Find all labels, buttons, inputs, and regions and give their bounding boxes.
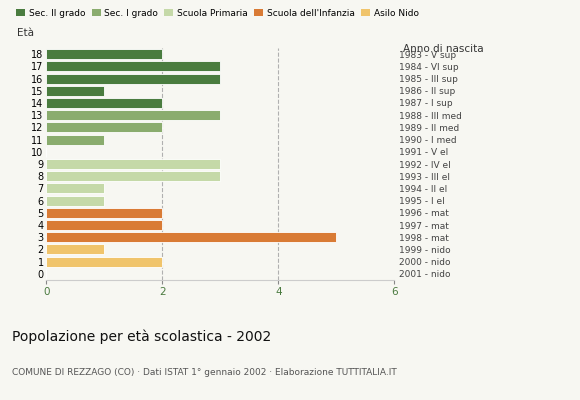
Bar bbox=[46, 220, 162, 230]
Legend: Sec. II grado, Sec. I grado, Scuola Primaria, Scuola dell'Infanzia, Asilo Nido: Sec. II grado, Sec. I grado, Scuola Prim… bbox=[16, 8, 419, 18]
Bar bbox=[46, 232, 336, 242]
Bar bbox=[46, 49, 162, 59]
Bar bbox=[46, 110, 220, 120]
Text: COMUNE DI REZZAGO (CO) · Dati ISTAT 1° gennaio 2002 · Elaborazione TUTTITALIA.IT: COMUNE DI REZZAGO (CO) · Dati ISTAT 1° g… bbox=[12, 368, 396, 377]
Bar bbox=[46, 61, 220, 71]
Bar bbox=[46, 257, 162, 267]
Bar bbox=[46, 208, 162, 218]
Bar bbox=[46, 122, 162, 132]
Text: Popolazione per età scolastica - 2002: Popolazione per età scolastica - 2002 bbox=[12, 330, 271, 344]
Bar bbox=[46, 98, 162, 108]
Bar bbox=[46, 74, 220, 84]
Bar bbox=[46, 159, 220, 169]
Bar bbox=[46, 196, 104, 206]
Text: Età: Età bbox=[17, 28, 34, 38]
Bar bbox=[46, 171, 220, 181]
Bar bbox=[46, 134, 104, 144]
Bar bbox=[46, 244, 104, 254]
Bar bbox=[46, 86, 104, 96]
Text: Anno di nascita: Anno di nascita bbox=[403, 44, 484, 54]
Bar bbox=[46, 184, 104, 194]
